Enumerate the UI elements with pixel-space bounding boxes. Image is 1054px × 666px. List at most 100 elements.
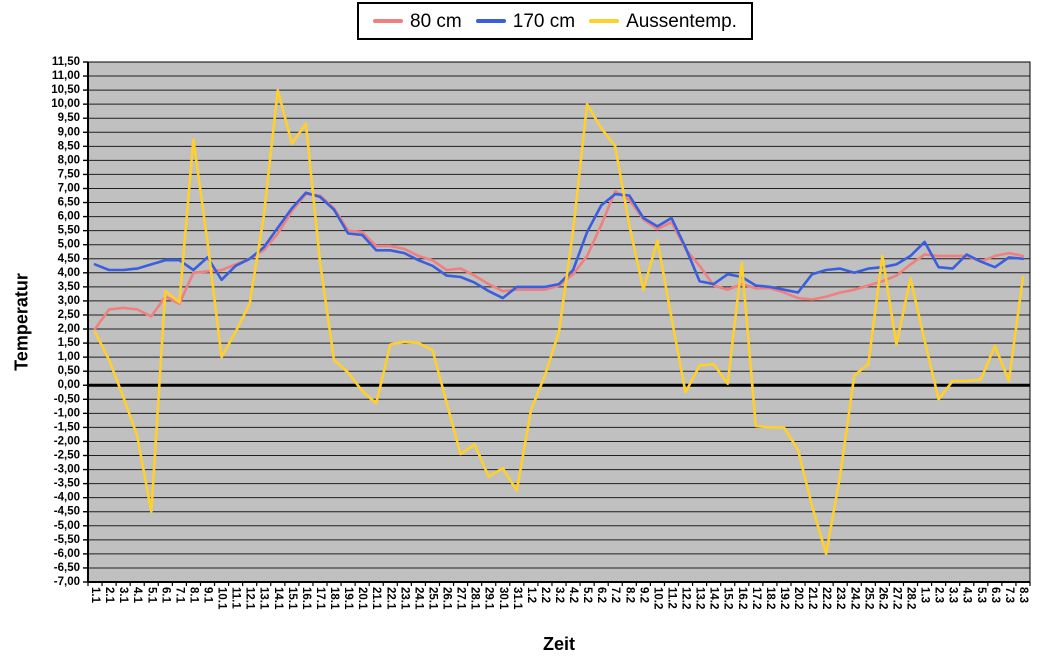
- x-tick-label: 4.2: [567, 587, 579, 603]
- y-tick-label: 6,00: [58, 211, 80, 223]
- x-tick-label: 22.1: [384, 587, 396, 610]
- y-tick-label: 7,50: [58, 168, 80, 180]
- plot-background: [88, 62, 1030, 582]
- x-tick-label: 25.2: [862, 587, 874, 609]
- series-line-170-cm[interactable]: [93, 191, 1025, 300]
- y-tick-label: 6,50: [58, 197, 80, 209]
- x-tick-label: 19.2: [778, 587, 790, 609]
- x-tick-label: 21.2: [806, 587, 818, 609]
- x-tick-label: 12.2: [680, 587, 692, 609]
- x-tick-label: 16.2: [736, 587, 748, 609]
- y-tick-label: -4,50: [54, 506, 80, 518]
- x-tick-label: 11.1: [230, 587, 242, 609]
- x-tick-label: 23.1: [398, 587, 410, 610]
- legend-item-170cm[interactable]: 170 cm: [475, 10, 576, 32]
- x-tick-label: 7.3: [1003, 587, 1015, 603]
- y-tick-label: -1,50: [54, 421, 80, 433]
- legend-label-aussentemp: Aussentemp.: [626, 10, 737, 32]
- y-tick-label: -1,00: [54, 407, 80, 419]
- x-tick-label: 1.1: [89, 587, 101, 604]
- x-tick-label: 17.2: [750, 587, 762, 609]
- x-tick-label: 26.2: [876, 587, 888, 609]
- y-tick-label: 5,00: [58, 239, 80, 251]
- y-tick-label: -6,50: [54, 562, 80, 574]
- x-tick-label: 28.2: [904, 587, 916, 609]
- x-tick-label: 7.1: [173, 587, 185, 604]
- x-tick-label: 2.3: [933, 587, 945, 603]
- legend: 80 cm 170 cm Aussentemp.: [357, 2, 753, 40]
- y-tick-label: -3,00: [54, 464, 80, 476]
- x-tick-label: 5.3: [975, 587, 987, 603]
- x-tick-label: 6.2: [595, 587, 607, 603]
- y-tick-label: 7,00: [58, 182, 80, 194]
- y-tick-label: -3,50: [54, 478, 80, 490]
- legend-item-aussentemp[interactable]: Aussentemp.: [589, 12, 737, 31]
- y-tick-label: 2,00: [58, 323, 80, 335]
- x-tick-label: 29.1: [483, 587, 495, 610]
- y-tick-label: 1,00: [58, 351, 80, 363]
- x-tick-label: 25.1: [426, 587, 438, 610]
- x-tick-label: 10.2: [651, 587, 663, 609]
- legend-swatch-80cm: [373, 19, 403, 23]
- x-tick-label: 4.1: [131, 587, 143, 604]
- x-tick-label: 20.2: [792, 587, 804, 609]
- x-tick-label: 14.2: [708, 587, 720, 609]
- x-tick-label: 13.2: [694, 587, 706, 609]
- x-tick-label: 23.2: [834, 587, 846, 609]
- legend-label-80cm: 80 cm: [410, 10, 462, 32]
- y-tick-label: 11,50: [52, 56, 80, 68]
- x-tick-label: 8.2: [623, 587, 635, 603]
- x-tick-label: 22.2: [820, 587, 832, 609]
- y-tick-label: 0,00: [58, 379, 80, 391]
- x-tick-label: 17.1: [314, 587, 326, 610]
- legend-label-170cm: 170 cm: [512, 10, 576, 32]
- y-tick-label: -2,00: [54, 435, 80, 447]
- x-tick-label: 10.1: [216, 587, 228, 610]
- y-tick-label: 8,50: [58, 140, 80, 152]
- series-line-aussentemp[interactable]: [93, 88, 1025, 556]
- x-tick-label: 19.1: [342, 587, 354, 610]
- x-tick-label: 27.2: [890, 587, 902, 609]
- y-tick-label: 8,00: [58, 154, 80, 166]
- y-tick-label: 4,50: [58, 253, 80, 265]
- x-tick-label: 3.2: [553, 587, 565, 603]
- x-tick-label: 18.1: [328, 587, 340, 610]
- x-tick-label: 13.1: [258, 587, 270, 610]
- y-tick-label: 10,00: [51, 98, 80, 110]
- x-tick-label: 27.1: [455, 587, 467, 610]
- y-tick-label: 3,50: [58, 281, 80, 293]
- legend-swatch-170cm: [475, 19, 506, 23]
- y-tick-label: -6,00: [54, 548, 80, 560]
- x-tick-label: 1.3: [919, 587, 931, 603]
- x-tick-label: 28.1: [469, 587, 481, 610]
- y-tick-label: -5,50: [54, 534, 80, 546]
- x-tick-label: 31.1: [511, 587, 523, 610]
- x-tick-label: 12.1: [244, 587, 256, 610]
- x-tick-label: 15.1: [286, 587, 298, 610]
- y-tick-label: 4,00: [58, 267, 80, 279]
- y-tick-label: 0,50: [58, 365, 80, 377]
- x-tick-label: 16.1: [300, 587, 312, 610]
- x-tick-label: 6.3: [989, 587, 1001, 603]
- x-tick-label: 7.2: [609, 587, 621, 603]
- x-tick-label: 11.2: [665, 587, 677, 609]
- y-tick-label: -2,50: [54, 450, 80, 462]
- y-tick-label: 3,00: [58, 295, 80, 307]
- x-tick-label: 24.2: [848, 587, 860, 609]
- x-tick-label: 21.1: [370, 587, 382, 610]
- y-tick-label: -7,00: [54, 576, 80, 588]
- x-tick-label: 14.1: [272, 587, 284, 610]
- x-tick-label: 4.3: [961, 587, 973, 603]
- y-tick-label: 2,50: [58, 309, 80, 321]
- legend-item-80cm[interactable]: 80 cm: [373, 12, 462, 31]
- y-tick-label: 5,50: [58, 225, 80, 237]
- x-tick-label: 18.2: [764, 587, 776, 609]
- x-tick-label: 2.2: [539, 587, 551, 603]
- y-tick-label: 1,50: [58, 337, 80, 349]
- y-tick-label: 9,50: [58, 112, 80, 124]
- y-tick-label: -4,00: [54, 492, 80, 504]
- y-tick-label: -0,50: [54, 393, 80, 405]
- x-tick-label: 30.1: [497, 587, 509, 610]
